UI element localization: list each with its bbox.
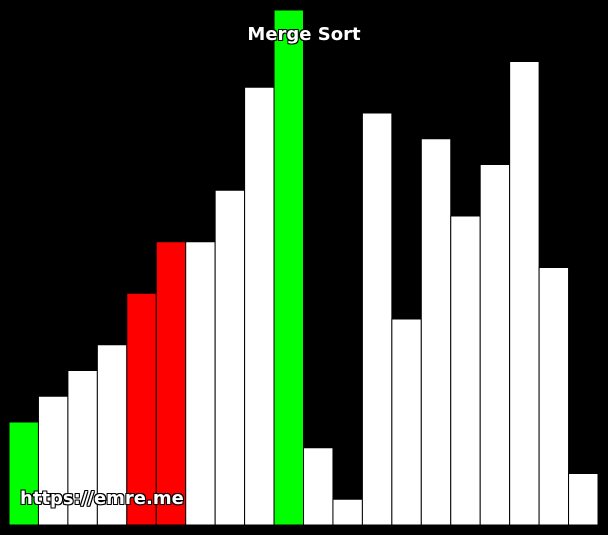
bar-1-default [37, 395, 69, 526]
watermark-link[interactable]: https://emre.me [20, 488, 184, 509]
bar-3-default [96, 344, 128, 526]
bar-13-default [391, 318, 422, 526]
bar-18-default [538, 267, 570, 526]
bar-15-default [450, 215, 481, 526]
bar-6-default [185, 241, 216, 526]
bar-2-default [67, 370, 98, 526]
bar-5-compare [155, 241, 187, 526]
bar-14-default [420, 138, 452, 526]
bar-9-active [273, 9, 304, 526]
bar-7-default [214, 189, 246, 526]
bar-11-default [332, 498, 363, 526]
bar-19-default [568, 473, 599, 526]
bar-0-active [8, 421, 39, 526]
bar-17-default [509, 61, 540, 526]
bar-12-default [361, 112, 393, 526]
bar-16-default [479, 164, 511, 526]
bar-10-default [303, 447, 334, 526]
bar-8-default [244, 86, 275, 526]
